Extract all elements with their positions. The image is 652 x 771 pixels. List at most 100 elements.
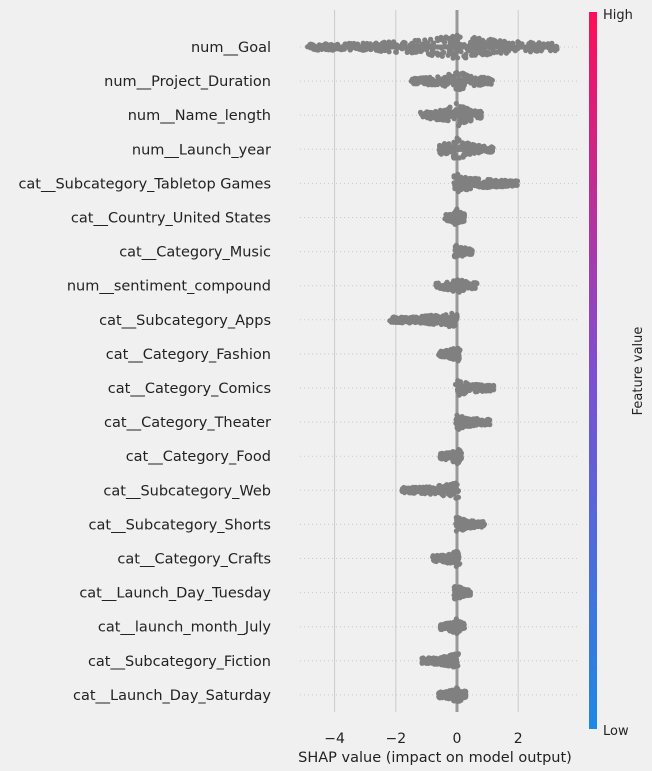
feature-label: cat__Category_Crafts	[117, 552, 271, 568]
feature-swarm	[436, 135, 496, 161]
swarm-band	[453, 590, 471, 596]
data-point	[476, 35, 482, 42]
data-point	[451, 220, 458, 226]
data-point	[459, 82, 466, 88]
data-point	[458, 415, 464, 421]
data-point	[449, 687, 455, 693]
data-point	[460, 176, 466, 182]
data-point	[446, 322, 452, 328]
data-point	[457, 187, 463, 193]
feature-swarm	[436, 345, 463, 364]
swarm-band	[455, 419, 491, 425]
data-point	[454, 618, 460, 624]
data-point	[434, 116, 440, 122]
data-point	[428, 312, 434, 318]
data-point	[448, 560, 454, 566]
data-point	[454, 155, 460, 161]
feature-label: cat__Subcategory_Shorts	[89, 517, 271, 533]
feature-label: cat__Subcategory_Apps	[99, 313, 271, 329]
data-point	[452, 142, 458, 148]
data-point	[455, 459, 461, 465]
data-point	[463, 278, 469, 285]
swarm-band	[389, 317, 459, 323]
data-point	[457, 120, 463, 127]
data-point	[386, 49, 392, 55]
data-point	[460, 72, 466, 79]
data-point	[459, 142, 465, 148]
data-point	[501, 38, 507, 44]
feature-swarm	[451, 171, 521, 195]
data-point	[498, 50, 504, 56]
data-point	[451, 210, 457, 216]
x-tick-label: 0	[453, 731, 462, 747]
colorbar-gradient	[589, 12, 597, 729]
data-point	[455, 651, 461, 657]
data-point	[460, 154, 466, 160]
feature-swarm	[451, 584, 473, 602]
data-point	[451, 173, 457, 179]
data-point	[467, 175, 473, 182]
data-point	[454, 630, 460, 637]
data-point	[470, 40, 476, 46]
feature-label: cat__Launch_Day_Saturday	[73, 688, 271, 704]
data-point	[440, 491, 446, 497]
data-point	[430, 40, 437, 46]
data-point	[446, 71, 452, 77]
data-point	[488, 36, 494, 43]
feature-label: num__Name_length	[128, 108, 271, 124]
swarm-band	[455, 521, 485, 527]
data-point	[435, 74, 441, 80]
feature-label: cat__Country_United States	[71, 211, 271, 227]
feature-swarm	[436, 685, 469, 704]
data-point	[470, 52, 476, 58]
data-point	[464, 105, 470, 112]
feature-swarm	[437, 616, 467, 637]
x-tick-label: −2	[385, 731, 406, 747]
data-point	[442, 39, 448, 46]
swarm-band	[440, 624, 465, 630]
data-point	[455, 378, 461, 384]
colorbar-title: Feature value	[631, 327, 646, 416]
data-point	[476, 176, 482, 182]
colorbar: High Low Feature value	[589, 8, 646, 739]
swarm-band	[440, 453, 462, 459]
x-tick-label: 2	[514, 731, 523, 747]
data-point	[455, 345, 461, 351]
swarm-band	[307, 44, 558, 50]
swarm-band	[455, 385, 494, 391]
data-point	[468, 73, 474, 79]
feature-label: cat__launch_month_July	[98, 620, 272, 636]
swarm-band	[438, 351, 461, 357]
feature-label: num__sentiment_compound	[67, 279, 271, 295]
feature-swarm	[451, 242, 475, 260]
data-point	[457, 34, 463, 40]
feature-swarm	[433, 277, 480, 295]
data-point	[438, 321, 444, 328]
swarm-band	[444, 215, 465, 220]
feature-swarm	[417, 100, 484, 129]
swarm-band	[435, 283, 477, 289]
data-point	[436, 51, 442, 58]
data-point	[457, 561, 463, 567]
data-point	[444, 150, 450, 156]
data-point	[450, 33, 456, 39]
swarm-band	[438, 692, 467, 698]
data-point	[453, 86, 459, 92]
data-point	[452, 244, 458, 250]
data-point	[470, 36, 476, 42]
feature-label: cat__Category_Comics	[108, 381, 271, 397]
data-point	[434, 35, 440, 42]
data-point	[456, 175, 462, 181]
feature-labels: num__Goal num__Project_Duration num__Name_…	[18, 40, 271, 704]
feature-swarm	[453, 514, 488, 534]
feature-label: cat__Category_Fashion	[106, 347, 271, 363]
data-point	[463, 51, 469, 58]
data-points	[305, 32, 560, 704]
feature-swarm	[442, 206, 467, 227]
swarm-band	[421, 658, 459, 664]
data-point	[453, 100, 459, 107]
feature-label: cat__Subcategory_Web	[103, 483, 271, 499]
feature-swarm	[305, 32, 560, 61]
